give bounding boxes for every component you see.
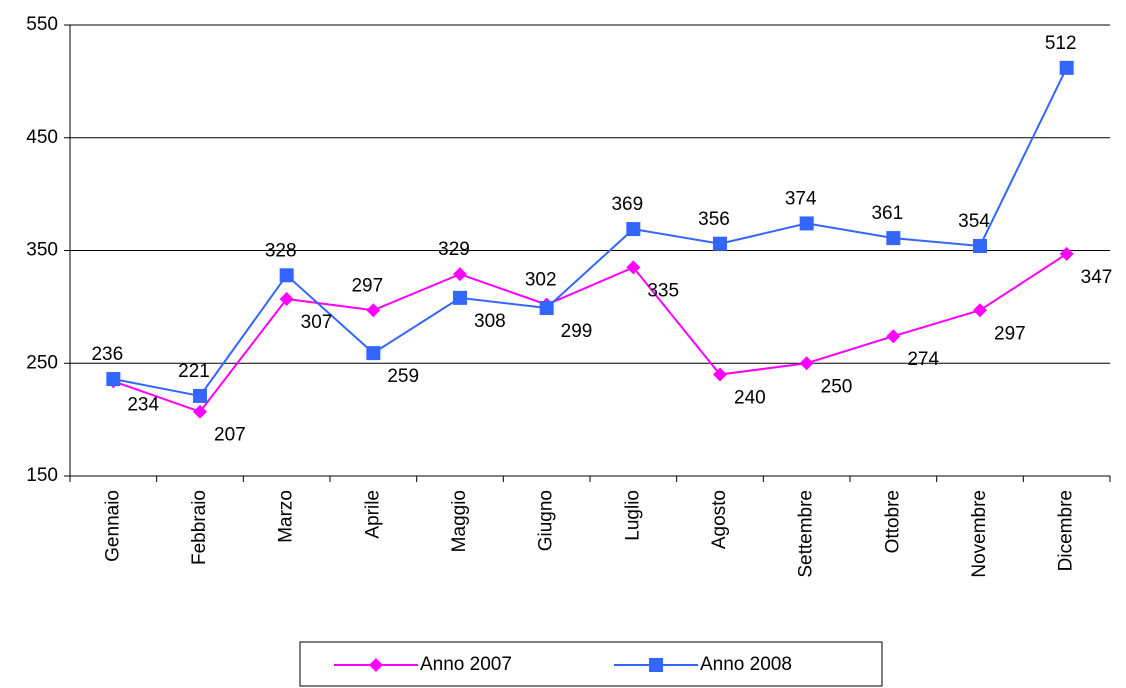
- data-label: 236: [91, 344, 123, 365]
- legend-label: Anno 2007: [420, 654, 512, 675]
- data-label: 297: [351, 275, 383, 296]
- data-label: 240: [734, 388, 766, 409]
- marker: [106, 372, 121, 387]
- data-label: 302: [525, 270, 557, 291]
- data-label: 221: [178, 361, 210, 382]
- data-label: 308: [474, 311, 506, 332]
- x-tick-label: Novembre: [969, 490, 990, 578]
- y-tick-label: 550: [26, 14, 58, 35]
- marker: [973, 238, 987, 253]
- marker: [1059, 246, 1074, 261]
- x-tick-label: Marzo: [276, 490, 297, 543]
- marker: [193, 404, 207, 419]
- legend-label: Anno 2008: [700, 654, 792, 675]
- y-tick-label: 250: [26, 352, 58, 373]
- data-label: 347: [1081, 267, 1113, 288]
- x-tick-label: Febbraio: [189, 490, 210, 565]
- marker: [539, 301, 554, 316]
- data-label: 274: [907, 349, 939, 370]
- series-line: [113, 253, 1068, 413]
- x-tick-label: Luglio: [622, 490, 643, 541]
- marker: [886, 329, 901, 344]
- marker: [453, 290, 467, 305]
- marker: [626, 260, 641, 275]
- data-label: 299: [561, 321, 593, 342]
- marker: [886, 231, 901, 246]
- data-label: 234: [127, 394, 159, 415]
- marker: [973, 303, 987, 318]
- marker: [1059, 60, 1074, 75]
- x-tick-label: Dicembre: [1056, 490, 1077, 571]
- marker: [366, 303, 381, 318]
- data-label: 374: [785, 188, 817, 209]
- data-label: 328: [265, 240, 297, 261]
- data-label: 307: [301, 312, 333, 333]
- data-label: 361: [871, 203, 903, 224]
- x-tick-label: Agosto: [709, 490, 730, 549]
- data-label: 354: [958, 211, 990, 232]
- data-label: 297: [994, 323, 1026, 344]
- marker: [279, 268, 294, 283]
- marker: [453, 267, 467, 282]
- marker: [713, 367, 727, 382]
- data-label: 335: [647, 280, 679, 301]
- data-label: 356: [698, 209, 730, 230]
- y-tick-label: 350: [26, 240, 58, 261]
- series-line: [113, 67, 1068, 398]
- data-label: 207: [214, 425, 246, 446]
- x-tick-label: Aprile: [362, 490, 383, 539]
- data-label: 329: [438, 239, 470, 260]
- x-tick-label: Settembre: [796, 490, 817, 578]
- data-label: 259: [387, 366, 419, 387]
- x-tick-label: Gennaio: [102, 490, 123, 562]
- x-tick-label: Giugno: [536, 490, 557, 551]
- x-tick-label: Maggio: [449, 490, 470, 552]
- marker: [193, 388, 207, 403]
- marker: [713, 236, 727, 251]
- marker: [369, 658, 383, 672]
- marker: [279, 291, 294, 306]
- marker: [366, 346, 381, 361]
- data-label: 512: [1045, 33, 1077, 54]
- data-label: 250: [821, 376, 853, 397]
- marker: [799, 216, 814, 231]
- x-tick-label: Ottobre: [882, 490, 903, 553]
- marker: [649, 658, 663, 672]
- data-label: 369: [611, 194, 643, 215]
- marker: [626, 222, 641, 237]
- marker: [799, 356, 814, 371]
- y-tick-label: 150: [26, 465, 58, 486]
- y-tick-label: 450: [26, 127, 58, 148]
